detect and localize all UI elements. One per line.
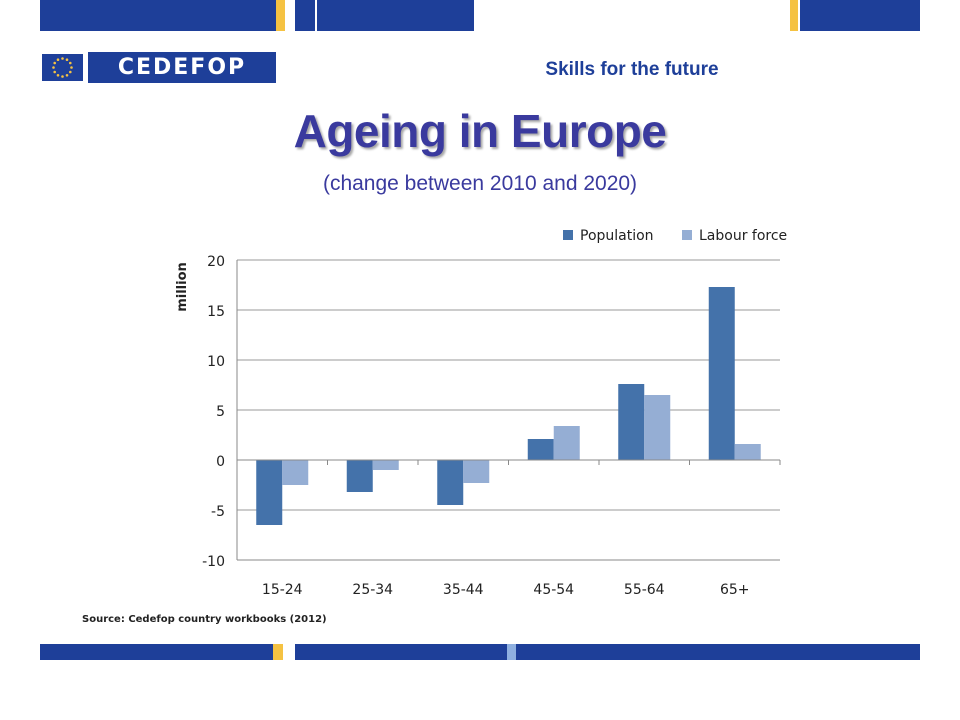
y-tick-label: -10 [202, 554, 225, 570]
legend-swatch-labour-force [682, 230, 692, 240]
legend-label: Population [580, 228, 654, 244]
bar-population [708, 287, 735, 460]
bar-population [346, 460, 373, 492]
source-note: Source: Cedefop country workbooks (2012) [82, 614, 327, 625]
x-tick-label: 15-24 [262, 582, 303, 598]
legend-label: Labour force [699, 228, 787, 244]
y-tick-label: 15 [207, 304, 225, 320]
logo-text: CEDEFOP [117, 55, 247, 80]
bar-labour-force [644, 395, 671, 460]
bar-population [256, 460, 283, 525]
bar-population [618, 384, 645, 460]
x-tick-label: 35-44 [443, 582, 484, 598]
x-tick-label: 65+ [720, 582, 750, 598]
y-tick-label: 10 [207, 354, 225, 370]
eu-flag-icon [40, 52, 85, 83]
page-subtitle: (change between 2010 and 2020) [322, 172, 638, 195]
bar-chart: -10 -5 0 5 10 15 20 15-24 25-34 35-44 45-54 55-64 65… [175, 228, 787, 598]
legend-swatch-population [563, 230, 573, 240]
cedefop-logo: CEDEFOP [88, 52, 276, 83]
y-axis-label: million [175, 262, 190, 312]
bar-labour-force [734, 444, 761, 460]
y-tick-label: 0 [216, 454, 225, 470]
tagline: Skills for the future [545, 59, 719, 80]
y-tick-label: -5 [211, 504, 225, 520]
page-title: Ageing in Europe [293, 105, 667, 157]
bar-labour-force [282, 460, 309, 485]
x-tick-label: 25-34 [352, 582, 393, 598]
bar-labour-force [463, 460, 490, 483]
bar-labour-force [372, 460, 399, 470]
y-tick-label: 5 [216, 404, 225, 420]
bar-labour-force [553, 426, 580, 460]
x-tick-label: 45-54 [533, 582, 574, 598]
y-tick-label: 20 [207, 254, 225, 270]
bar-population [527, 439, 554, 460]
x-tick-label: 55-64 [624, 582, 665, 598]
bar-population [437, 460, 464, 505]
